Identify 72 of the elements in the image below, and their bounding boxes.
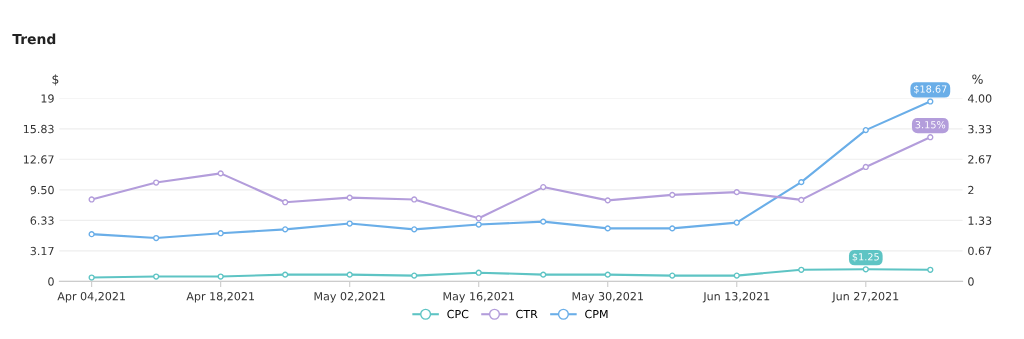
point [153,179,160,186]
point [282,199,289,206]
point [411,272,418,279]
point [669,191,676,198]
point [217,170,224,177]
point [604,271,611,278]
point [604,197,611,204]
point [88,196,95,203]
x-tick-label: Jun 13,2021 [702,291,770,303]
point [346,271,353,278]
point [282,271,289,278]
y-tick-label: 0 [48,277,54,286]
legend-label: CPC [447,309,469,319]
data-label: $18.67 [914,85,947,94]
point [927,98,934,105]
point [862,266,869,273]
point [88,274,95,281]
y2-tick-label: 0 [968,277,974,286]
point [346,194,353,201]
point [153,273,160,280]
y-axis-title: $ [52,74,59,86]
point [733,272,740,279]
y2-tick-label: 2.67 [968,155,992,164]
point [411,196,418,203]
y-tick-label: 9.50 [30,185,54,195]
x-tick-label: May 16,2021 [443,291,514,303]
point [862,126,869,134]
y-tick-label: 15.83 [23,124,54,134]
point [604,225,611,232]
chart-title: Trend [12,33,56,45]
x-tick-label: Apr 18,2021 [186,291,254,303]
point [733,189,740,196]
y2-tick-label: 1.33 [968,216,992,225]
point [282,226,289,233]
x-tick-label: Apr 04,2021 [57,291,125,303]
point [669,225,676,232]
y-tick-label: 12.67 [23,155,54,164]
data-label: $1.25 [852,252,879,262]
y-tick-label: 3.17 [30,246,54,256]
point [88,231,95,238]
y-tick-label: 6.33 [30,216,54,225]
y2-tick-label: 3.33 [968,124,992,134]
point [153,234,160,242]
point [540,218,547,225]
point [411,226,418,233]
point [927,266,934,273]
point [475,221,482,228]
point [540,183,547,191]
legend-label: CTR [516,309,538,319]
point [217,273,224,280]
legend-label: CPM [585,309,608,319]
y2-axis-title: % [972,74,983,84]
y2-tick-label: 0.67 [968,246,992,256]
point [862,163,869,171]
point [346,220,353,227]
point [927,134,934,141]
data-label: 3.15% [915,121,946,129]
point [798,196,805,204]
x-tick-label: May 02,2021 [314,291,385,303]
y2-tick-label: 2 [968,185,974,195]
point [733,219,740,226]
point [798,179,805,186]
point [475,269,482,276]
x-tick-label: Jun 27,2021 [831,291,899,303]
point [540,271,547,278]
point [475,215,482,222]
point [217,230,224,237]
x-tick-label: May 30,2021 [572,291,643,303]
y2-tick-label: 4.00 [967,94,992,103]
point [798,266,805,273]
y-tick-label: 19 [41,94,54,103]
point [669,272,676,279]
